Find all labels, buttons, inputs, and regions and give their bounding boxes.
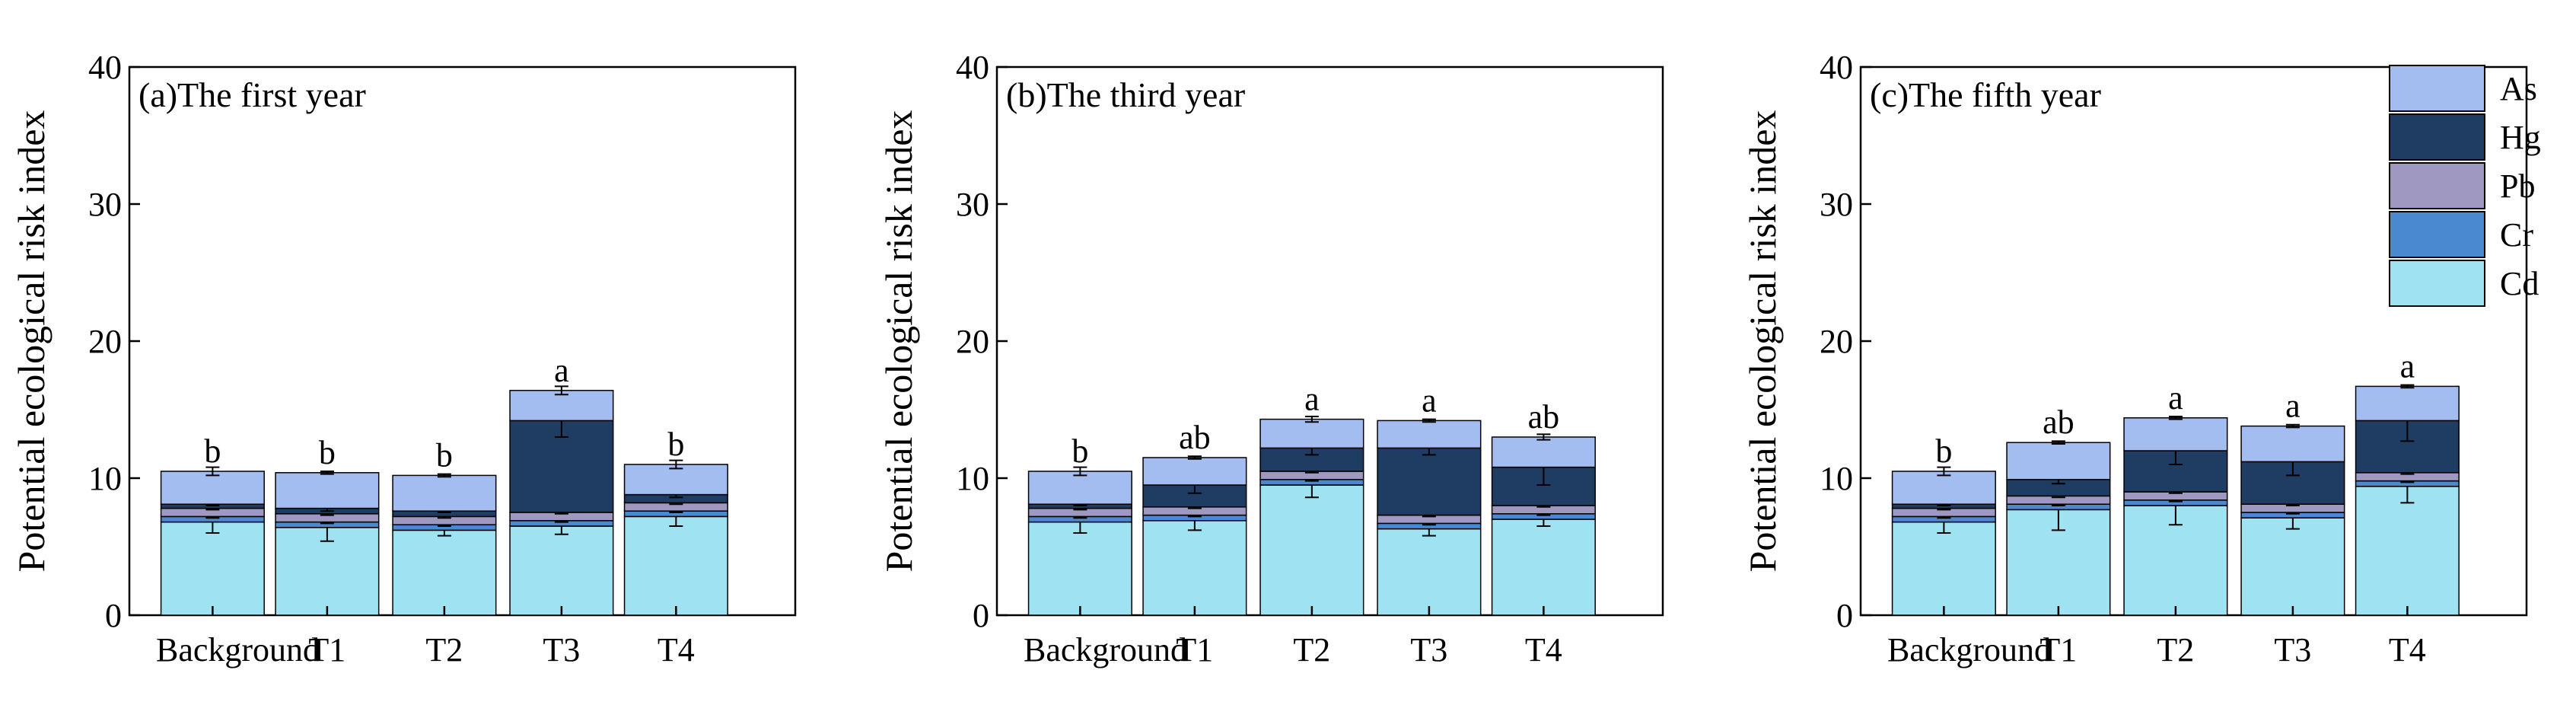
bar-segment-hg-t3 — [1377, 447, 1482, 516]
significance-letter: b — [1935, 432, 1952, 470]
bar-segment-as-t1 — [1142, 457, 1247, 486]
significance-letter: a — [2285, 388, 2301, 425]
bar-segment-as-t3 — [1377, 420, 1482, 449]
bar-segment-cd-t2 — [1259, 484, 1364, 616]
x-tick-label: T1 — [2039, 631, 2077, 668]
y-tick-label: 10 — [88, 460, 122, 497]
significance-letter: a — [2400, 347, 2415, 385]
legend: As Hg Pb Cr Cd — [2389, 65, 2541, 307]
significance-letter: b — [1071, 432, 1088, 470]
significance-letter: ab — [2043, 404, 2074, 441]
y-tick-label: 0 — [973, 597, 989, 634]
x-tick-label: T3 — [2274, 631, 2311, 668]
legend-label-as: As — [2500, 70, 2537, 107]
bar-segment-cd-background — [160, 521, 265, 616]
significance-letter: ab — [1179, 419, 1211, 456]
legend-swatch-cd — [2389, 260, 2485, 307]
legend-label-cd: Cd — [2500, 265, 2539, 302]
y-tick-label: 30 — [88, 186, 122, 223]
significance-letter: a — [2168, 379, 2183, 416]
x-tick-label: T3 — [1410, 631, 1447, 668]
bar-segment-as-t4 — [1491, 436, 1596, 468]
bar-segment-as-t1 — [2006, 442, 2111, 480]
x-tick-label: Background — [156, 631, 320, 668]
y-tick-label: 0 — [105, 597, 122, 634]
chart-panel-2: 0 10 20 30 40 Potential ecological risk index… — [877, 49, 1664, 668]
chart-panel-1: 0 10 20 30 40 Potential ecological risk index… — [10, 49, 797, 668]
y-tick-label: 30 — [956, 186, 989, 223]
chart-panel-3: 0 10 20 30 40 Potential ecological risk index… — [1741, 49, 2528, 668]
bar-segment-as-t3 — [2240, 425, 2345, 463]
legend-swatch-as — [2389, 65, 2485, 112]
bar-segment-cd-t1 — [1142, 520, 1247, 616]
y-tick-label: 20 — [1820, 323, 1853, 360]
y-axis-title: Potential ecological risk index — [10, 110, 53, 573]
legend-label-pb: Pb — [2500, 168, 2535, 205]
significance-letter: ab — [1528, 398, 1560, 436]
x-tick-label: T2 — [425, 631, 463, 668]
bar-segment-as-t3 — [509, 390, 614, 422]
significance-letter: a — [1304, 381, 1320, 418]
bar-segment-cd-t3 — [509, 525, 614, 616]
legend-swatch-cr — [2389, 211, 2485, 258]
x-tick-label: Background — [1887, 631, 2051, 668]
bar-segment-cd-t1 — [275, 527, 380, 616]
bar-segment-as-background — [1027, 471, 1132, 505]
legend-label-hg: Hg — [2500, 119, 2541, 156]
bar-segment-as-t1 — [275, 472, 380, 509]
x-tick-label: Background — [1024, 631, 1187, 668]
significance-letter: a — [1422, 381, 1437, 419]
x-tick-label: T1 — [308, 631, 345, 668]
y-tick-label: 10 — [956, 460, 989, 497]
bar-segment-as-background — [160, 471, 265, 505]
bar-segment-cd-t4 — [623, 515, 728, 616]
bar-segment-as-t2 — [392, 474, 497, 512]
bar-segment-as-t2 — [1259, 418, 1364, 449]
bar-segment-as-background — [1891, 471, 1996, 505]
x-tick-label: T1 — [1176, 631, 1213, 668]
panel-title: (a)The first year — [139, 75, 366, 114]
y-tick-label: 40 — [956, 49, 989, 86]
bar-segment-cd-background — [1891, 521, 1996, 616]
legend-label-cr: Cr — [2500, 216, 2533, 254]
significance-letter: a — [554, 352, 569, 389]
bar-segment-cd-t4 — [2355, 486, 2460, 616]
bar-segment-as-t4 — [2355, 385, 2460, 422]
bar-segment-cd-t4 — [1491, 519, 1596, 616]
x-tick-label: T4 — [1525, 631, 1562, 668]
panel-title: (b)The third year — [1006, 75, 1245, 114]
significance-letter: b — [667, 426, 684, 463]
legend-swatch-hg — [2389, 113, 2485, 161]
x-tick-label: T2 — [1293, 631, 1330, 668]
significance-letter: b — [436, 436, 453, 474]
y-tick-label: 0 — [1836, 597, 1853, 634]
bar-segment-as-t2 — [2123, 417, 2228, 452]
y-tick-label: 30 — [1820, 186, 1853, 223]
significance-letter: b — [204, 432, 221, 470]
y-axis-title: Potential ecological risk index — [1741, 110, 1784, 573]
bar-segment-cd-t2 — [392, 529, 497, 616]
significance-letter: b — [319, 434, 336, 471]
x-tick-label: T2 — [2157, 631, 2194, 668]
y-tick-label: 20 — [956, 323, 989, 360]
y-tick-label: 40 — [1820, 49, 1853, 86]
x-tick-label: T4 — [658, 631, 695, 668]
y-tick-label: 10 — [1820, 460, 1853, 497]
y-axis-title: Potential ecological risk index — [877, 110, 920, 573]
legend-swatch-pb — [2389, 162, 2485, 209]
panel-title: (c)The fifth year — [1870, 75, 2101, 114]
bar-segment-cd-background — [1027, 521, 1132, 616]
x-tick-label: T4 — [2389, 631, 2426, 668]
bar-segment-cd-t3 — [2240, 517, 2345, 616]
x-tick-label: T3 — [543, 631, 580, 668]
y-tick-label: 40 — [88, 49, 122, 86]
bar-segment-cd-t3 — [1377, 528, 1482, 616]
y-tick-label: 20 — [88, 323, 122, 360]
